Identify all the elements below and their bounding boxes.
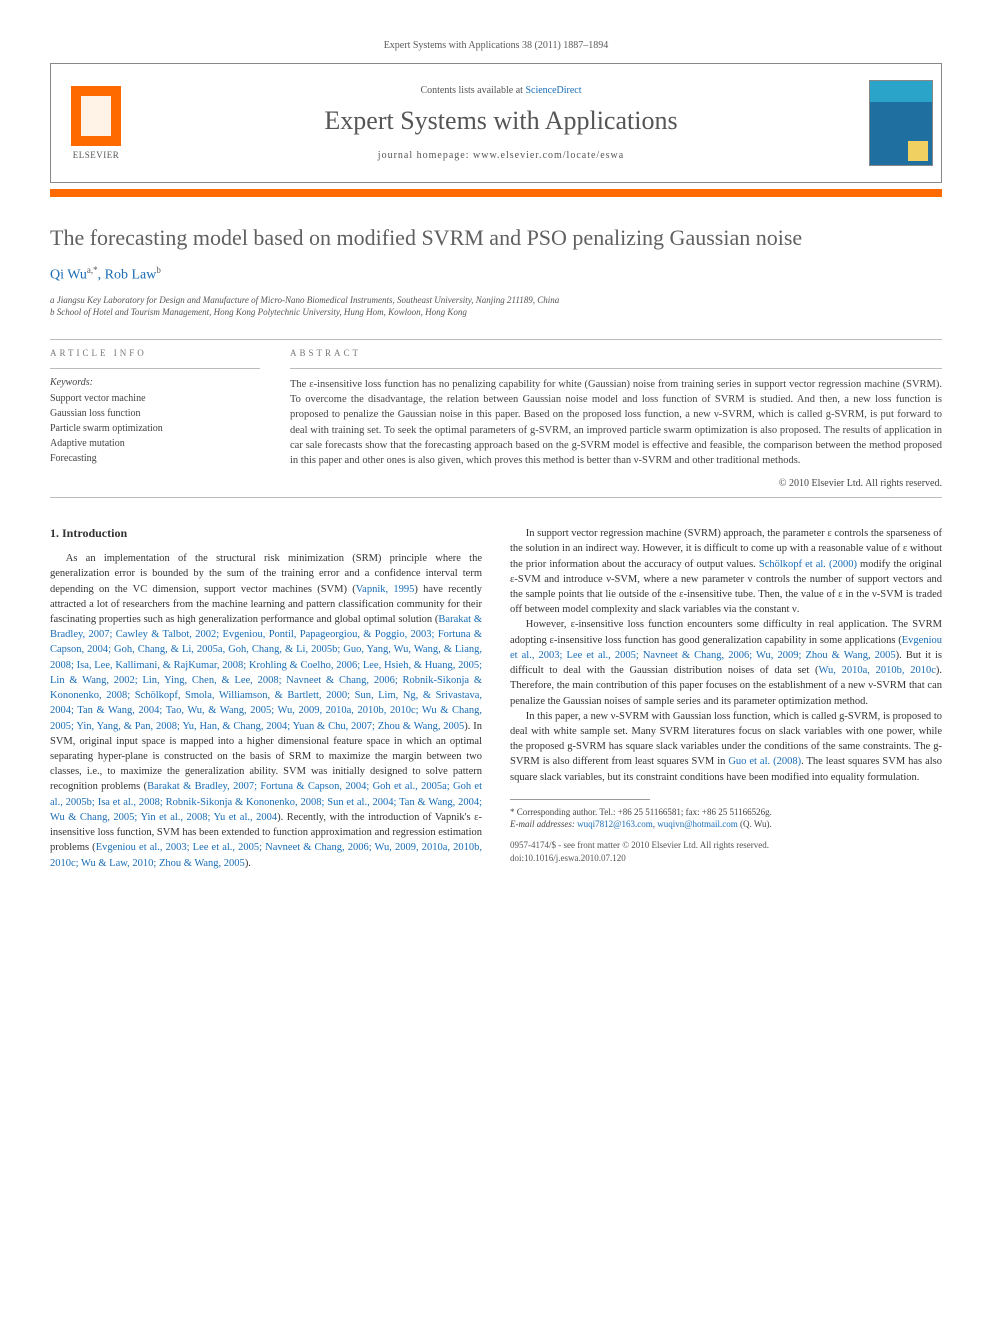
intro-paragraph-2: In support vector regression machine (SV… — [510, 526, 942, 617]
publisher-name: ELSEVIER — [73, 150, 120, 160]
abstract-copyright: © 2010 Elsevier Ltd. All rights reserved… — [290, 478, 942, 489]
citation[interactable]: Evgeniou et al., 2003; Lee et al., 2005;… — [50, 842, 482, 868]
citation[interactable]: Vapnik, 1995 — [356, 584, 415, 595]
intro-paragraph-3: However, ε-insensitive loss function enc… — [510, 617, 942, 708]
info-abstract-row: ARTICLE INFO Keywords: Support vector ma… — [50, 348, 942, 489]
email-link-2[interactable]: wuqivn@hotmail.com — [657, 819, 738, 829]
cover-image — [869, 80, 933, 166]
email-link-1[interactable]: wuqi7812@163.com — [577, 819, 653, 829]
footnote-separator — [510, 799, 650, 800]
affiliations: a Jiangsu Key Laboratory for Design and … — [50, 294, 942, 319]
footer-doi: doi:10.1016/j.eswa.2010.07.120 — [510, 852, 942, 865]
author-1-affil: a,* — [87, 265, 98, 275]
sciencedirect-link[interactable]: ScienceDirect — [525, 85, 581, 96]
intro-paragraph-4: In this paper, a new ν-SVRM with Gaussia… — [510, 709, 942, 785]
contents-list-line: Contents lists available at ScienceDirec… — [420, 85, 581, 96]
contents-prefix: Contents lists available at — [420, 85, 525, 96]
elsevier-tree-icon — [71, 86, 121, 146]
footnote-block: * Corresponding author. Tel.: +86 25 511… — [510, 799, 942, 864]
affiliation-b: b School of Hotel and Tourism Management… — [50, 306, 942, 319]
email-line: E-mail addresses: wuqi7812@163.com, wuqi… — [510, 818, 942, 831]
keyword: Support vector machine — [50, 391, 260, 406]
citation[interactable]: Guo et al. (2008) — [728, 756, 801, 767]
abstract-col: ABSTRACT The ε-insensitive loss function… — [290, 348, 942, 489]
article-title: The forecasting model based on modified … — [50, 225, 942, 251]
keyword: Gaussian loss function — [50, 406, 260, 421]
citation[interactable]: Wu, 2010a, 2010b, 2010c — [818, 665, 935, 676]
divider — [50, 339, 942, 340]
abstract-text: The ε-insensitive loss function has no p… — [290, 377, 942, 468]
keywords-list: Support vector machine Gaussian loss fun… — [50, 391, 260, 466]
corr-author-line: * Corresponding author. Tel.: +86 25 511… — [510, 806, 942, 819]
homepage-line: journal homepage: www.elsevier.com/locat… — [378, 150, 624, 161]
keyword: Forecasting — [50, 451, 260, 466]
citation[interactable]: Schölkopf et al. (2000) — [759, 559, 857, 570]
keyword: Particle swarm optimization — [50, 421, 260, 436]
section-1-heading: 1. Introduction — [50, 526, 482, 541]
author-2-affil: b — [156, 265, 161, 275]
author-1[interactable]: Qi Wu — [50, 268, 87, 283]
homepage-url[interactable]: www.elsevier.com/locate/eswa — [473, 150, 624, 161]
intro-paragraph-1: As an implementation of the structural r… — [50, 551, 482, 871]
journal-cover-thumb[interactable] — [861, 64, 941, 182]
journal-title: Expert Systems with Applications — [324, 106, 677, 136]
accent-bar — [50, 189, 942, 197]
keywords-label: Keywords: — [50, 377, 260, 388]
publisher-logo[interactable]: ELSEVIER — [51, 64, 141, 182]
header-center: Contents lists available at ScienceDirec… — [141, 64, 861, 182]
author-2[interactable]: Rob Law — [105, 268, 157, 283]
article-info-label: ARTICLE INFO — [50, 348, 260, 358]
citation[interactable]: Barakat & Bradley, 2007; Cawley & Talbot… — [50, 614, 482, 732]
homepage-prefix: journal homepage: — [378, 150, 473, 161]
divider — [50, 497, 942, 498]
divider — [50, 368, 260, 369]
article-info-col: ARTICLE INFO Keywords: Support vector ma… — [50, 348, 260, 489]
divider — [290, 368, 942, 369]
journal-reference: Expert Systems with Applications 38 (201… — [50, 40, 942, 51]
body-two-columns: 1. Introduction As an implementation of … — [50, 526, 942, 871]
abstract-label: ABSTRACT — [290, 348, 942, 358]
footer-line-1: 0957-4174/$ - see front matter © 2010 El… — [510, 839, 942, 852]
page-footer: 0957-4174/$ - see front matter © 2010 El… — [510, 839, 942, 864]
journal-header-box: ELSEVIER Contents lists available at Sci… — [50, 63, 942, 183]
affiliation-a: a Jiangsu Key Laboratory for Design and … — [50, 294, 942, 307]
keyword: Adaptive mutation — [50, 436, 260, 451]
corresponding-author-note: * Corresponding author. Tel.: +86 25 511… — [510, 806, 942, 831]
authors-line: Qi Wua,*, Rob Lawb — [50, 265, 942, 284]
